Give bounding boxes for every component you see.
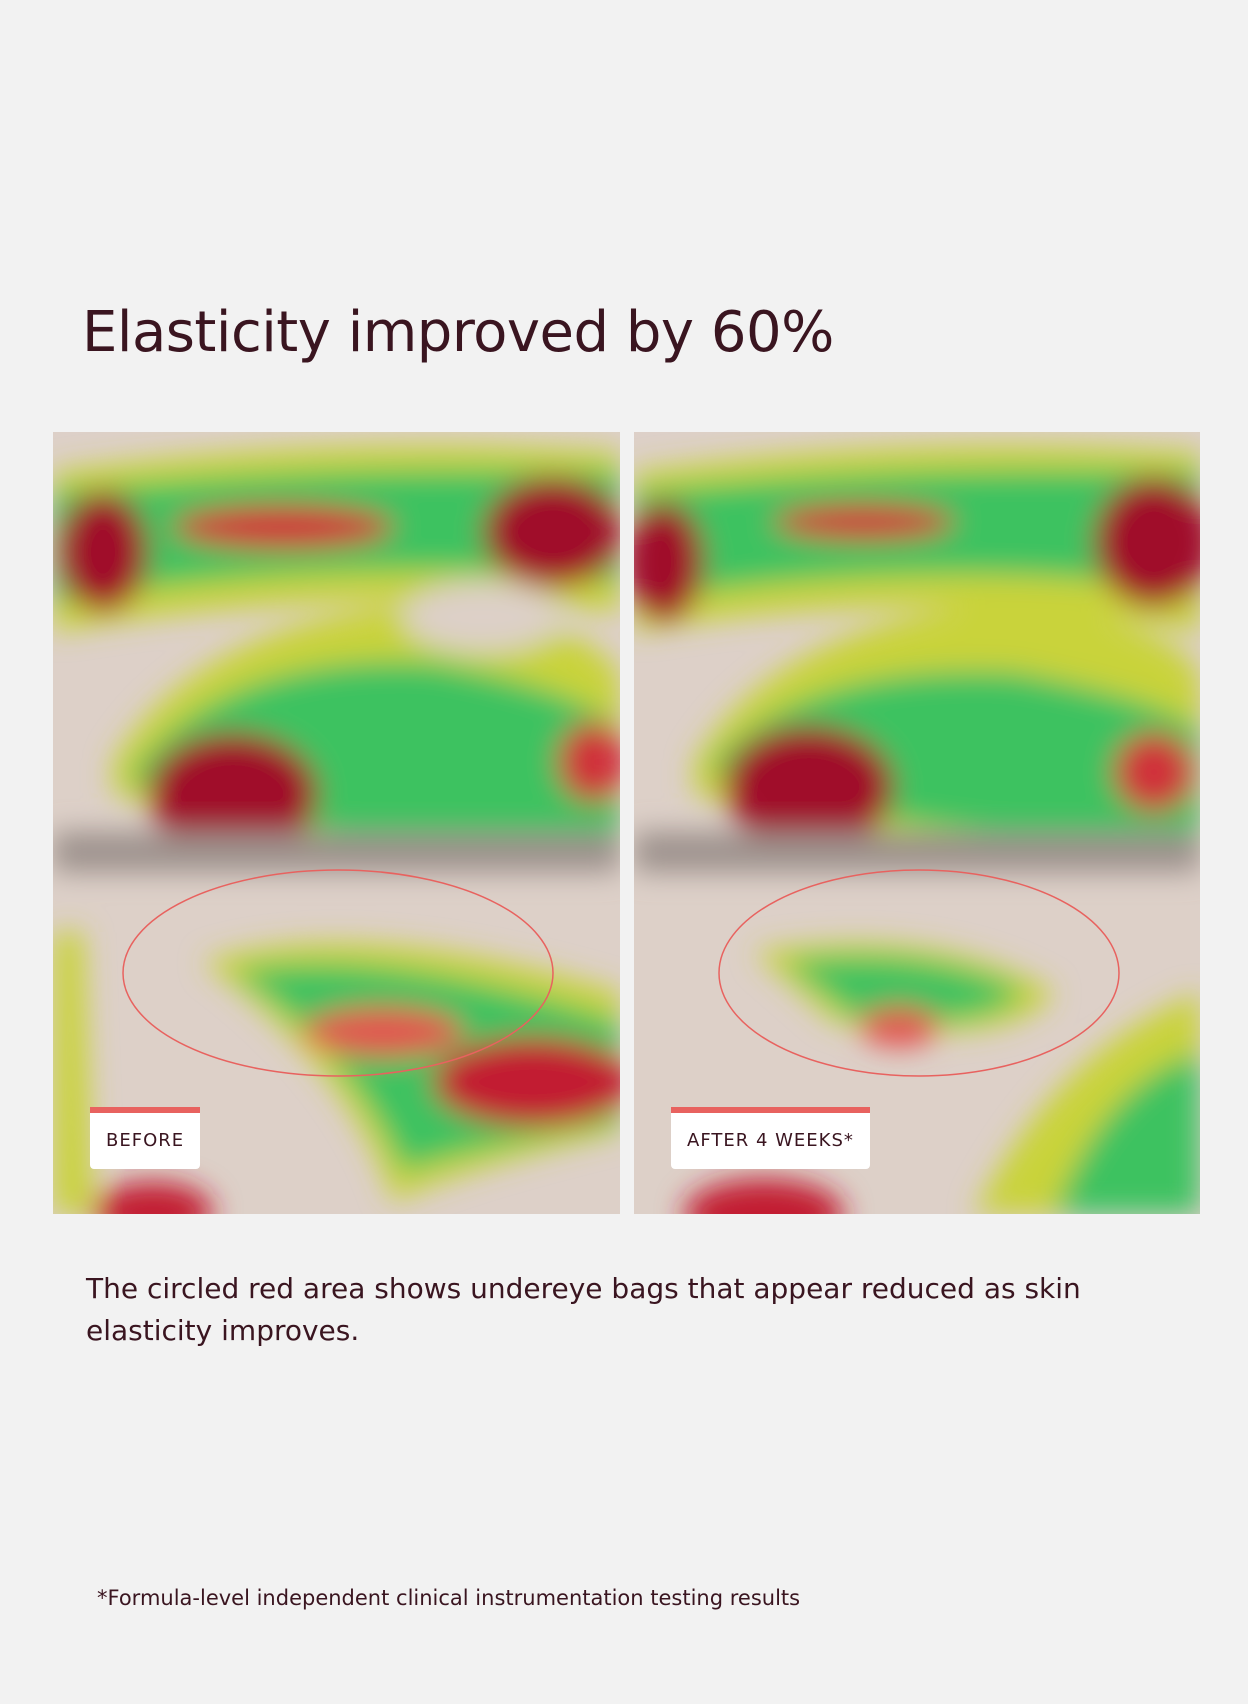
before-image — [53, 432, 620, 1214]
heatmap — [53, 432, 620, 1214]
heatmap — [634, 432, 1200, 1214]
after-image — [634, 432, 1200, 1214]
title: Elasticity improved by 60% — [82, 300, 834, 365]
footnote: *Formula-level independent clinical inst… — [97, 1586, 801, 1610]
after-label: AFTER 4 WEEKS* — [671, 1107, 870, 1169]
caption: The circled red area shows undereye bags… — [86, 1272, 1081, 1347]
before-label: BEFORE — [90, 1107, 201, 1169]
